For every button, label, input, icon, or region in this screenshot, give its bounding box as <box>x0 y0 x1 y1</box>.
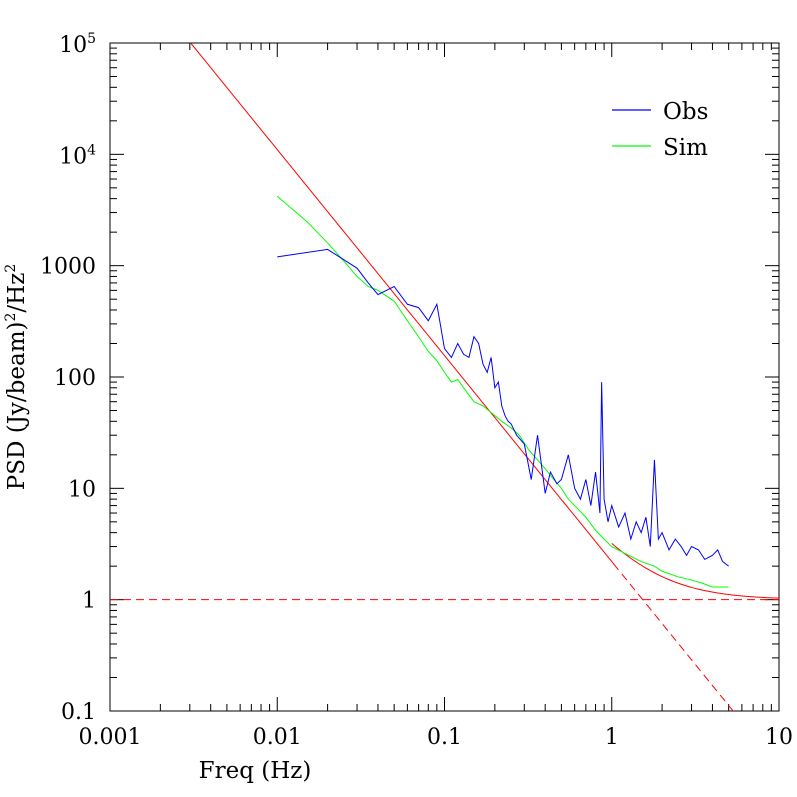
y-tick-label: 10 <box>68 477 96 502</box>
x-tick-label: 0.1 <box>427 725 462 750</box>
y-axis-title-sup-2: 2 <box>3 264 19 273</box>
y-tick-label: 100 <box>54 366 96 391</box>
y-axis-title-unit: /Hz <box>4 273 30 313</box>
x-tick-label: 0.01 <box>253 725 302 750</box>
x-tick-label: 10 <box>765 725 793 750</box>
legend-label-sim: Sim <box>663 135 708 161</box>
x-tick-label: 1 <box>605 725 619 750</box>
x-tick-label: 0.001 <box>79 725 142 750</box>
y-tick-label: 1000 <box>40 255 96 280</box>
legend: Obs Sim <box>612 99 708 161</box>
axis-ticks <box>109 43 779 712</box>
y-tick-label: 0.1 <box>61 700 96 725</box>
x-tick-labels: 0.001 0.01 0.1 1 10 <box>79 725 793 750</box>
x-axis-title: Freq (Hz) <box>199 758 312 784</box>
total-model-line <box>611 543 779 599</box>
y-axis-title: PSD (Jy/beam)2/Hz2 <box>3 264 30 491</box>
y-axis-title-main: PSD (Jy/beam) <box>4 322 30 491</box>
series-obs-line <box>277 248 729 567</box>
series-sim-line <box>276 195 729 588</box>
y-tick-labels: 0.1 1 10 100 1000 104 105 <box>40 31 96 725</box>
series-lines <box>276 195 729 588</box>
y-tick-label: 1 <box>82 589 96 614</box>
plot-area <box>110 43 779 711</box>
legend-label-obs: Obs <box>663 99 708 125</box>
y-tick-label: 105 <box>59 31 96 58</box>
y-axis-title-sup-1: 2 <box>3 313 19 322</box>
power-law-fit-line-extension <box>621 573 734 711</box>
power-law-fit-line <box>190 43 619 571</box>
y-tick-label: 104 <box>59 142 96 169</box>
